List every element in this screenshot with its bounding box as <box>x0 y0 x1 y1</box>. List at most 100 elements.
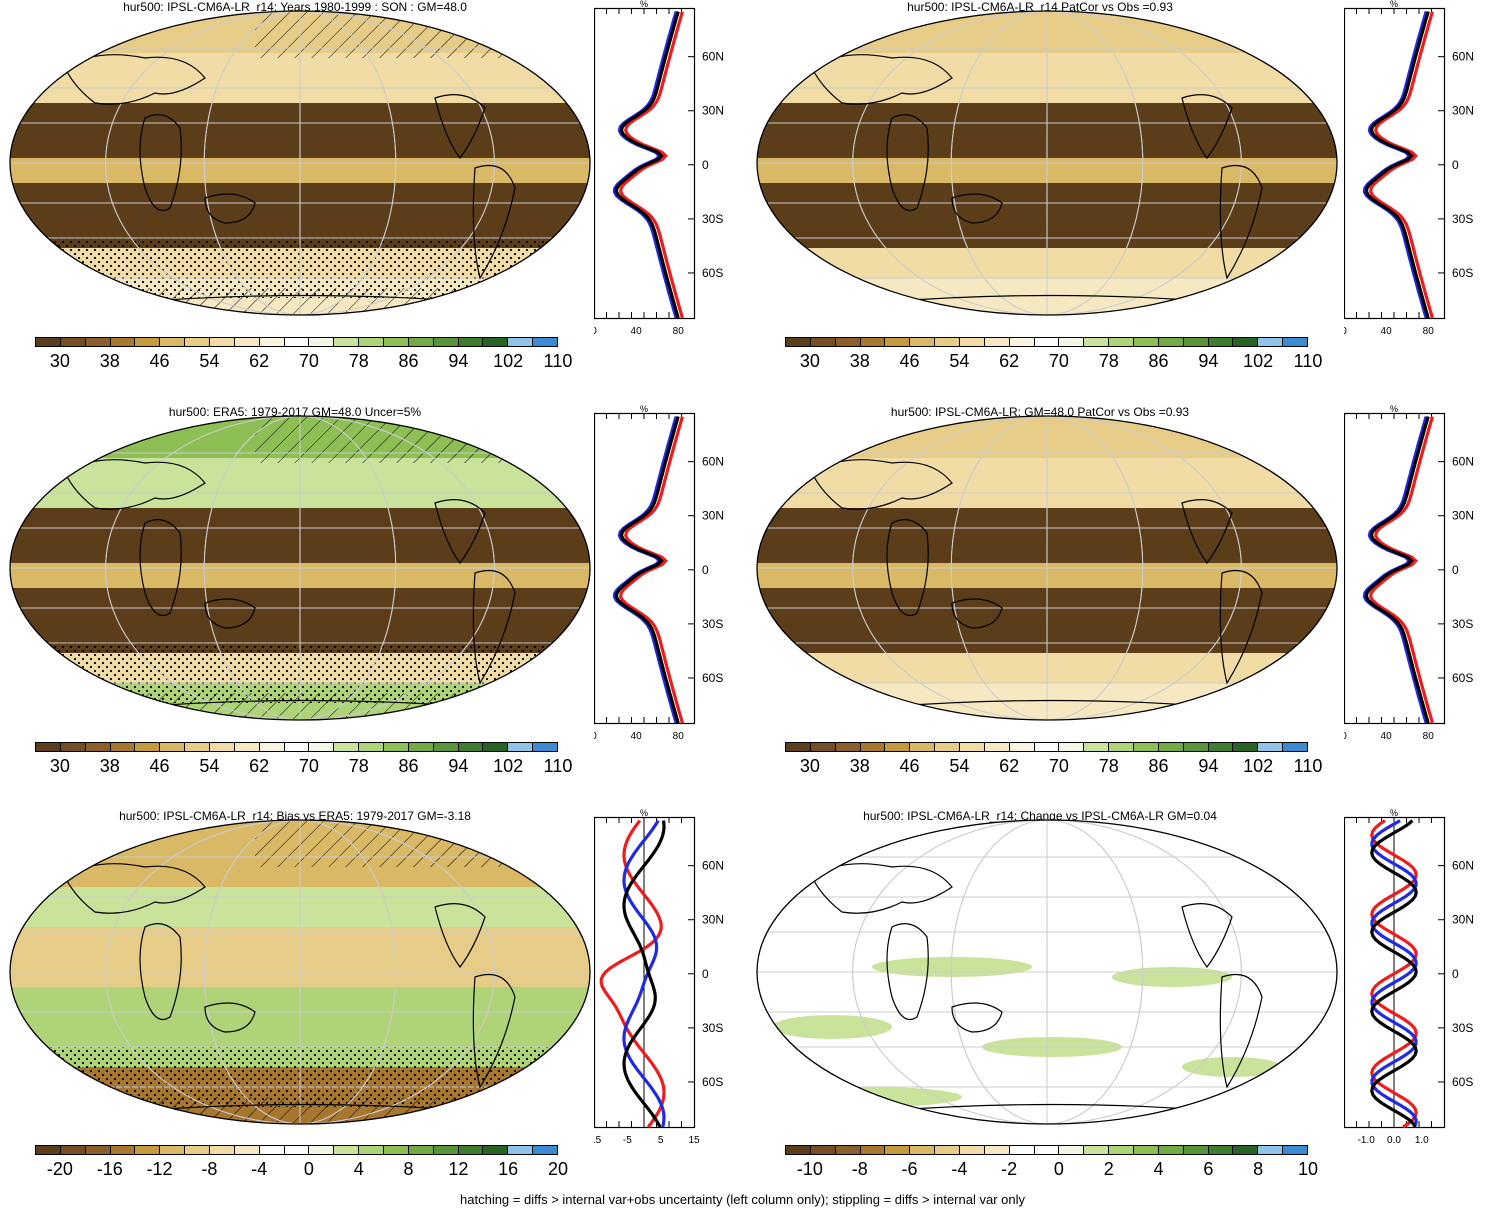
colorbar-swatch <box>786 1146 811 1154</box>
colorbar-swatch <box>1183 1146 1209 1154</box>
colorbar-swatch <box>483 338 509 346</box>
zonal-line-blue <box>1370 819 1418 1128</box>
colorbar-swatch <box>85 743 111 751</box>
colorbar-swatch <box>960 743 985 751</box>
colorbar-swatch <box>935 338 961 346</box>
colorbar-swatch <box>110 1146 136 1154</box>
colorbar-label: 94 <box>448 351 469 371</box>
zonal-line-black <box>622 820 666 1128</box>
colorbar-swatch <box>1208 743 1234 751</box>
colorbar-swatch <box>810 338 836 346</box>
colorbar-swatch <box>508 338 534 346</box>
colorbar-label: 86 <box>1148 756 1169 776</box>
colorbar-swatch <box>135 338 161 346</box>
colorbar-label: 0 <box>303 1159 314 1179</box>
colorbar-swatch <box>259 338 285 346</box>
colorbar-label: 30 <box>49 351 70 371</box>
lat-tick-label: 60S <box>1452 266 1473 280</box>
colorbar-label: 70 <box>1048 351 1069 371</box>
lat-tick-label: 60S <box>702 1075 723 1089</box>
colorbar-label: 110 <box>543 351 573 371</box>
colorbar-swatch <box>1109 1146 1135 1154</box>
colorbar-swatch <box>1233 338 1259 346</box>
colorbar-label: 110 <box>1293 756 1323 776</box>
colorbar-label: 46 <box>149 351 170 371</box>
colorbar-swatch <box>1258 1146 1284 1154</box>
colorbar-labels: -20 -16 -12 -8 -4 0 4 8 12 16 20 <box>35 1159 568 1181</box>
colorbar-swatch <box>1084 1146 1110 1154</box>
colorbar-swatch <box>1009 743 1035 751</box>
colorbar-label: 54 <box>199 756 220 776</box>
colorbar-swatch <box>433 743 459 751</box>
colorbar-swatch <box>1134 338 1159 346</box>
colorbar-swatch <box>259 743 285 751</box>
colorbar-label: -16 <box>96 1159 123 1179</box>
colorbar-label: 78 <box>1098 756 1119 776</box>
colorbar-swatch <box>160 338 186 346</box>
lat-tick-label: 30S <box>1452 212 1473 226</box>
colorbar-label: -10 <box>796 1159 823 1179</box>
panel-title: hur500: IPSL-CM6A-LR_r14: Change vs IPSL… <box>863 809 1217 823</box>
lat-tick-label: 30S <box>1452 1021 1473 1035</box>
colorbar-swatch <box>1158 1146 1184 1154</box>
lat-tick-label: 30N <box>1452 509 1474 523</box>
map-panel <box>756 819 1338 1125</box>
colorbar-swatch <box>786 743 811 751</box>
map-panel <box>9 819 591 1125</box>
zonal-line-black <box>614 416 680 724</box>
zonal-mean-plot: % 60N 30N 0 30S 60S 0 40 80 <box>594 405 724 742</box>
zonal-line-red <box>1369 416 1434 724</box>
colorbar-label: -4 <box>951 1159 968 1179</box>
colorbar-label: 46 <box>899 756 920 776</box>
zonal-unit-label: % <box>1390 809 1398 818</box>
colorbar-swatch <box>1283 743 1308 751</box>
colorbar-label: 2 <box>1103 1159 1114 1179</box>
colorbar-swatch <box>935 1146 961 1154</box>
colorbar <box>785 337 1308 347</box>
zonal-unit-label: % <box>640 405 648 414</box>
colorbar-swatch <box>160 1146 186 1154</box>
lat-tick-label: 30N <box>1452 913 1474 927</box>
colorbar-label: 38 <box>99 756 120 776</box>
colorbar-swatch <box>533 743 558 751</box>
colorbar-label: 38 <box>849 756 870 776</box>
map-panel <box>9 415 591 721</box>
x-tick-label: 0 <box>1344 326 1347 337</box>
colorbar-label: -6 <box>901 1159 918 1179</box>
zonal-mean-plot: % 60N 30N 0 30S 60S 0 40 80 <box>1344 0 1474 337</box>
zonal-mean-plot: % 60N 30N 0 30S 60S 0 40 80 <box>594 0 724 337</box>
colorbar-label: 62 <box>249 351 270 371</box>
x-tick-label: 80 <box>1423 731 1435 742</box>
colorbar-swatch <box>1233 1146 1259 1154</box>
zonal-line-black <box>1370 819 1418 1128</box>
colorbar-swatch <box>483 1146 509 1154</box>
colorbar-label: 20 <box>547 1159 569 1179</box>
colorbar-swatch <box>533 338 558 346</box>
colorbar-labels: -10 -8 -6 -4 -2 0 2 4 6 8 10 <box>785 1159 1318 1181</box>
colorbar-label: 12 <box>448 1159 469 1179</box>
x-tick-label: -15 <box>594 1135 602 1146</box>
colorbar-swatch <box>860 743 886 751</box>
colorbar-swatch <box>1283 338 1308 346</box>
colorbar-swatch <box>458 743 484 751</box>
x-tick-label: 40 <box>631 326 643 337</box>
colorbar-label: -4 <box>251 1159 268 1179</box>
lat-tick-label: 60N <box>1452 455 1474 469</box>
colorbar-swatch <box>960 1146 985 1154</box>
panel-title: hur500: IPSL-CM6A-LR_r14 PatCor vs Obs =… <box>907 0 1173 14</box>
colorbar-label: 110 <box>1293 351 1323 371</box>
colorbar-swatch <box>135 1146 161 1154</box>
colorbar <box>35 337 558 347</box>
colorbar-swatch <box>110 743 136 751</box>
colorbar-swatch <box>508 1146 534 1154</box>
colorbar-swatch <box>1283 1146 1308 1154</box>
colorbar-swatch <box>1258 743 1284 751</box>
colorbar-swatch <box>36 743 61 751</box>
colorbar-swatch <box>284 743 310 751</box>
colorbar-swatch <box>408 743 434 751</box>
colorbar-swatch <box>309 338 335 346</box>
lat-tick-label: 60N <box>702 859 724 873</box>
colorbar-swatch <box>359 1146 385 1154</box>
colorbar-label: 110 <box>543 756 573 776</box>
colorbar-swatch <box>1034 338 1060 346</box>
